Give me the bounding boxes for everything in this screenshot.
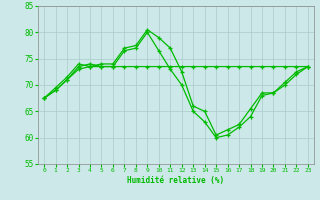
X-axis label: Humidité relative (%): Humidité relative (%) bbox=[127, 176, 225, 185]
